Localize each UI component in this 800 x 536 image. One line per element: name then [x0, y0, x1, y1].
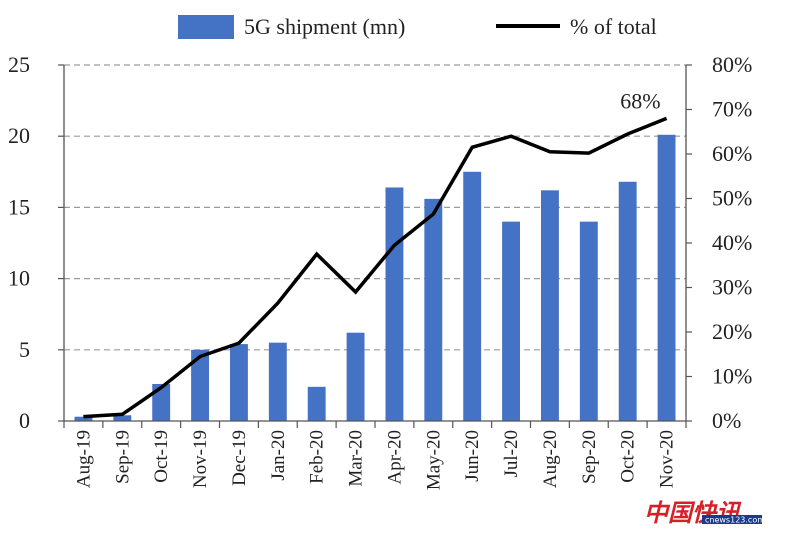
x-tick-label: Aug-20 [540, 430, 561, 488]
gridlines [64, 64, 686, 351]
y-left-tick-label: 5 [19, 337, 30, 362]
x-tick-label: Dec-19 [229, 430, 250, 486]
watermark-logo: 中国快讯 cnews123.com [644, 499, 765, 525]
y-left-tick-label: 0 [19, 408, 30, 433]
x-tick-label: Apr-20 [384, 430, 405, 485]
x-tick-label: Nov-20 [657, 430, 678, 488]
bar [74, 416, 93, 421]
x-tick-label: Jul-20 [501, 430, 522, 478]
watermark-subtext: cnews123.com [705, 516, 765, 525]
y-right-tick-label: 70% [712, 97, 752, 122]
x-tick-label: Sep-20 [579, 430, 600, 484]
bar [191, 349, 210, 421]
x-tick-label: Sep-19 [112, 430, 133, 484]
y-right-tick-label: 0% [712, 408, 741, 433]
x-tick-label: Nov-19 [190, 430, 211, 488]
y-right-tick-label: 80% [712, 52, 752, 77]
y-left-tick-label: 25 [8, 52, 30, 77]
bar [424, 198, 443, 421]
x-tick-label: Oct-20 [618, 430, 639, 483]
line-series [83, 116, 668, 419]
y-left-tick-label: 10 [8, 266, 30, 291]
y-right-tick-label: 40% [712, 230, 752, 255]
legend-label-line: % of total [570, 14, 657, 39]
bar [152, 383, 171, 421]
annotations: 68% [620, 88, 660, 113]
bar [113, 415, 132, 421]
bar [268, 342, 287, 421]
bar [229, 344, 248, 421]
bar [307, 386, 326, 421]
tick-labels: 0 5 10 15 20 25 0% 10% 20% 30% 40% 50% 60% 70% 80% Aug-… [8, 52, 752, 490]
x-tick-label: Oct-19 [151, 430, 172, 483]
legend-swatch-bar [178, 15, 234, 39]
x-tick-label: Feb-20 [307, 430, 328, 484]
bar [579, 221, 598, 421]
bar [385, 187, 404, 421]
bar [463, 171, 482, 421]
y-right-tick-label: 30% [712, 275, 752, 300]
bar [346, 332, 365, 421]
y-right-tick-label: 10% [712, 364, 752, 389]
line-percent-total [83, 116, 668, 419]
y-right-tick-label: 20% [712, 319, 752, 344]
watermark-bar [702, 515, 762, 524]
x-tick-label: Aug-19 [73, 430, 94, 488]
bar [502, 221, 521, 421]
legend-label-bar: 5G shipment (mn) [244, 14, 405, 39]
bar [618, 181, 637, 421]
x-tick-label: Jan-20 [268, 430, 289, 481]
y-right-tick-label: 60% [712, 141, 752, 166]
bar-series [74, 134, 676, 421]
x-tick-label: May-20 [423, 430, 444, 490]
data-label: 68% [620, 88, 660, 113]
y-right-tick-label: 50% [712, 186, 752, 211]
x-tick-label: Jun-20 [462, 430, 483, 482]
x-tick-label: Mar-20 [346, 430, 367, 487]
y-left-tick-label: 15 [8, 194, 30, 219]
bar [540, 190, 559, 421]
bar [657, 134, 676, 421]
legend: 5G shipment (mn) % of total [178, 14, 657, 39]
axes [58, 64, 692, 428]
y-left-tick-label: 20 [8, 123, 30, 148]
